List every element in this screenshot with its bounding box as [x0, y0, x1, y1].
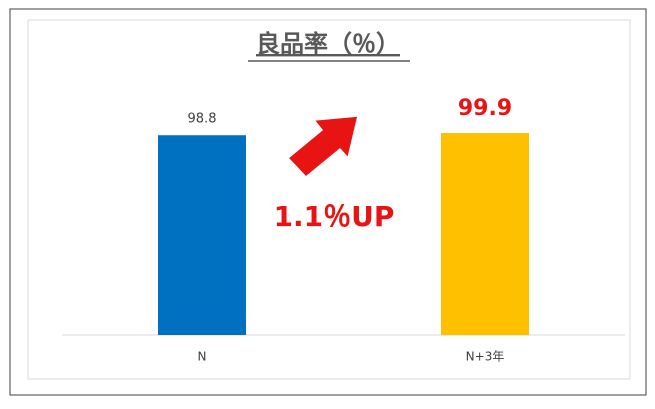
data-label: 98.8: [188, 112, 217, 127]
data-label: 99.9: [458, 96, 512, 121]
x-tick-label: N: [198, 350, 207, 364]
x-tick-label: N+3年: [466, 350, 505, 364]
bar: [158, 135, 246, 335]
chart-frame: [27, 19, 631, 380]
chart-title: 良品率（％）: [256, 30, 400, 58]
up-arrow: [286, 115, 359, 179]
bar: [441, 133, 529, 335]
annotation: 1.1％UP: [274, 200, 395, 233]
